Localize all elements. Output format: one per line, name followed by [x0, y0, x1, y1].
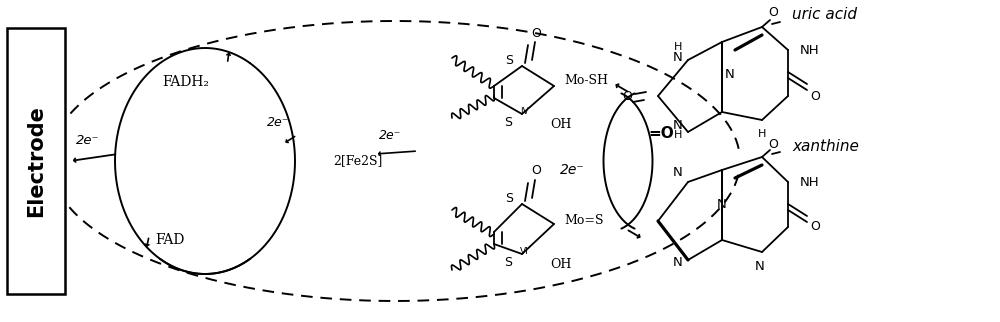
Text: N: N	[755, 260, 765, 272]
Text: VI: VI	[520, 247, 529, 256]
Text: O: O	[768, 137, 778, 150]
Text: IV: IV	[520, 107, 529, 116]
Text: N: N	[672, 255, 682, 269]
Text: =O: =O	[648, 126, 674, 140]
Text: N: N	[672, 118, 682, 131]
Text: O: O	[810, 221, 820, 233]
Text: N: N	[717, 197, 727, 211]
Text: N: N	[672, 51, 682, 63]
Text: 2e⁻: 2e⁻	[76, 134, 100, 147]
Text: S: S	[504, 116, 512, 128]
Text: NH: NH	[800, 43, 820, 56]
Text: H: H	[758, 129, 766, 139]
Text: xanthine: xanthine	[792, 138, 859, 154]
Text: FADH₂: FADH₂	[162, 75, 209, 89]
Text: FAD: FAD	[155, 233, 184, 247]
Text: 2[Fe2S]: 2[Fe2S]	[333, 155, 382, 167]
Text: OH: OH	[550, 118, 571, 130]
Text: O: O	[622, 90, 632, 102]
Text: O: O	[768, 5, 778, 18]
Text: H: H	[674, 42, 682, 52]
Text: S: S	[505, 53, 513, 67]
Text: OH: OH	[550, 258, 571, 270]
Text: N: N	[725, 68, 735, 80]
Text: Mo-SH: Mo-SH	[564, 73, 608, 87]
Text: H: H	[674, 130, 682, 140]
Text: 2e⁻: 2e⁻	[560, 163, 584, 177]
Text: S: S	[505, 192, 513, 204]
Text: NH: NH	[800, 175, 820, 188]
Text: Electrode: Electrode	[26, 105, 46, 217]
Text: uric acid: uric acid	[792, 6, 857, 22]
Text: S: S	[504, 255, 512, 269]
Text: N: N	[672, 166, 682, 178]
Text: O: O	[531, 165, 541, 177]
Text: Mo=S: Mo=S	[564, 213, 604, 226]
Text: O: O	[531, 26, 541, 40]
Text: 2e⁻: 2e⁻	[267, 116, 289, 128]
Text: 2e⁻: 2e⁻	[379, 128, 401, 141]
Text: O: O	[810, 90, 820, 102]
Bar	[7, 28, 65, 294]
